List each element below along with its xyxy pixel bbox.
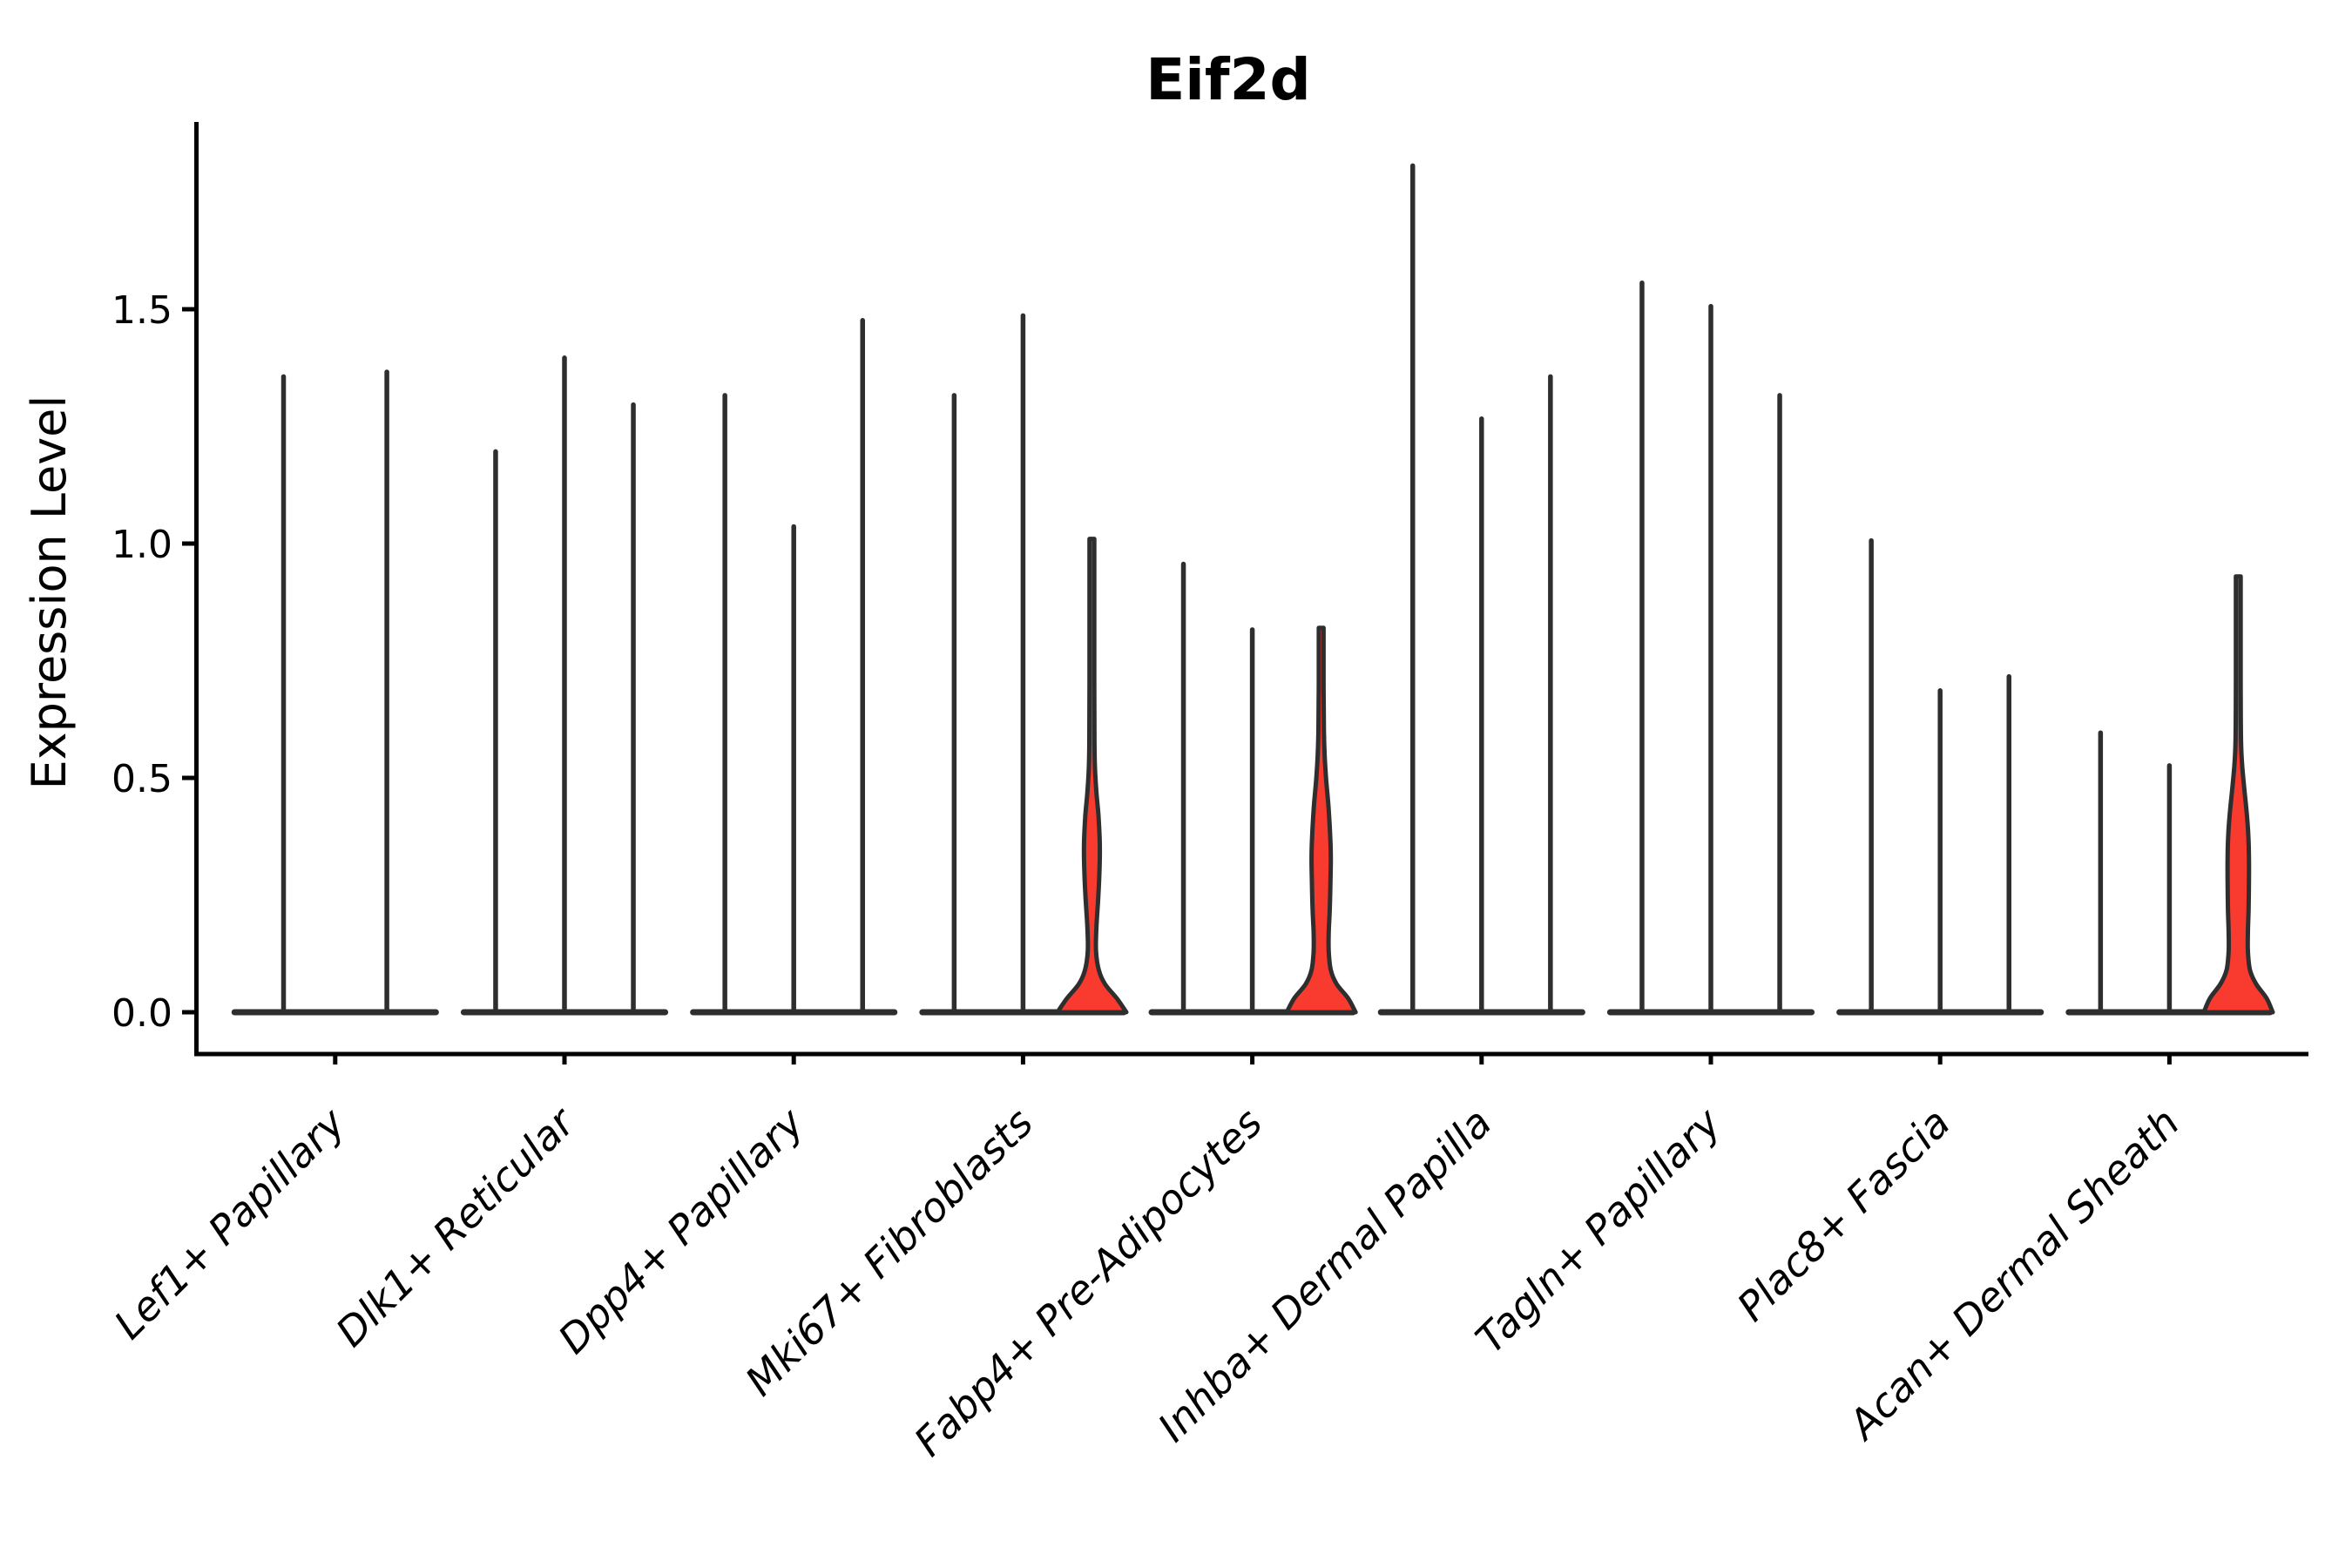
- violin-highlighted: [1055, 537, 1129, 1015]
- violin-highlighted: [2201, 574, 2275, 1015]
- violins-layer: [231, 163, 2275, 1016]
- x-tick-label: Dpp4+ Papillary: [549, 1098, 813, 1362]
- y-tick-label: 1.5: [112, 288, 172, 333]
- chart-title: Eif2d: [1146, 46, 1311, 113]
- x-tick-label: Lef1+ Papillary: [105, 1098, 355, 1348]
- y-tick-label: 1.0: [112, 523, 172, 567]
- y-axis-label: Expression Level: [22, 395, 77, 790]
- x-tick-label: Dlk1+ Reticular: [327, 1097, 585, 1355]
- y-tick-label: 0.0: [112, 991, 172, 1036]
- y-tick-label: 0.5: [112, 757, 172, 801]
- axes-layer: [182, 122, 2308, 1064]
- x-tick-label: Plac8+ Fascia: [1728, 1099, 1959, 1330]
- x-tick-label: Tagln+ Papillary: [1466, 1098, 1730, 1362]
- violin-highlighted: [1284, 625, 1358, 1015]
